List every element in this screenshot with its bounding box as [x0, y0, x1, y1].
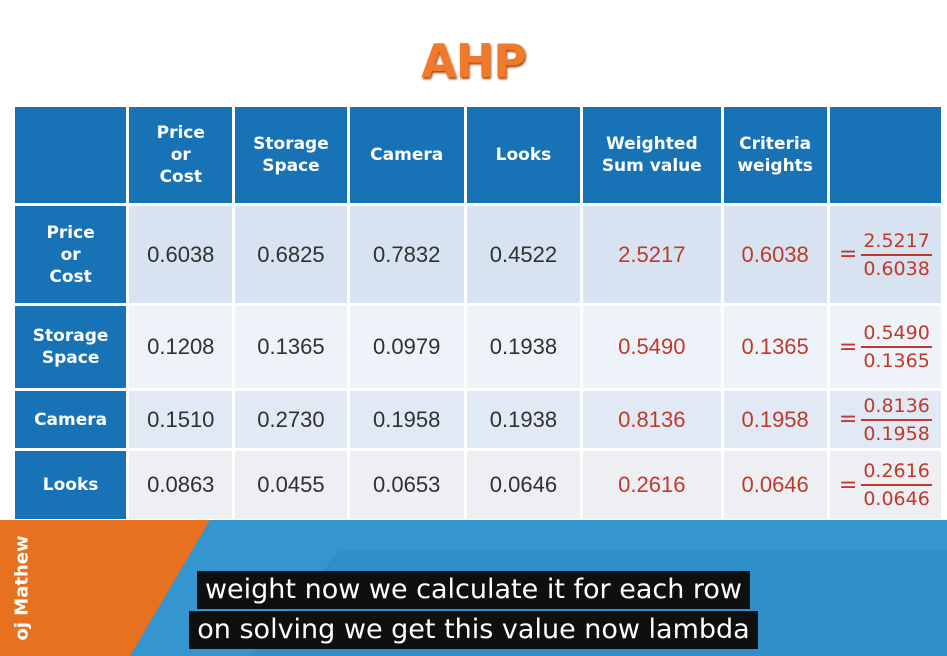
cell-price-storage: 0.6825 [235, 206, 347, 303]
table-header-row: Price or Cost Storage Space Camera Looks We… [15, 107, 941, 203]
ratio-price: = 2.5217 0.6038 [829, 206, 941, 303]
ratio-camera: = 0.8136 0.1958 [829, 391, 941, 448]
table-row-price: Price or Cost 0.6038 0.6825 0.7832 0.4522 2.521… [15, 206, 941, 303]
weighted-sum-camera: 0.8136 [583, 391, 721, 448]
equals-sign: = [838, 472, 858, 498]
cell-storage-storage: 0.1365 [235, 306, 347, 388]
cell-looks-camera: 0.0653 [349, 451, 464, 519]
weighted-sum-storage: 0.5490 [583, 306, 721, 388]
fraction-denominator: 0.0646 [863, 488, 930, 510]
table-row-camera: Camera 0.1510 0.2730 0.1958 0.1938 0.8136 0.19… [15, 391, 941, 448]
cell-looks-storage: 0.0455 [235, 451, 347, 519]
header-cell-empty [15, 107, 127, 203]
ahp-table: Price or Cost Storage Space Camera Looks We… [12, 104, 944, 522]
criteria-weight-camera: 0.1958 [723, 391, 827, 448]
cell-storage-looks: 0.1938 [466, 306, 581, 388]
header-storage: Storage Space [235, 107, 347, 203]
cell-price-looks: 0.4522 [466, 206, 581, 303]
header-weighted-sum: Weighted Sum value [583, 107, 721, 203]
cell-camera-price: 0.1510 [129, 391, 233, 448]
criteria-weight-storage: 0.1365 [723, 306, 827, 388]
fraction-numerator: 2.5217 [861, 230, 932, 256]
row-label-price: Price or Cost [15, 206, 127, 303]
header-criteria-weights: Criteria weights [723, 107, 827, 203]
ratio-looks: = 0.2616 0.0646 [829, 451, 941, 519]
table-row-storage: Storage Space 0.1208 0.1365 0.0979 0.1938 0.54… [15, 306, 941, 388]
cell-storage-price: 0.1208 [129, 306, 233, 388]
ratio-storage: = 0.5490 0.1365 [829, 306, 941, 388]
row-label-looks: Looks [15, 451, 127, 519]
cell-camera-looks: 0.1938 [466, 391, 581, 448]
fraction: = 2.5217 0.6038 [839, 230, 932, 280]
cell-price-camera: 0.7832 [349, 206, 464, 303]
caption-line-1: weight now we calculate it for each row [196, 571, 751, 609]
row-label-storage: Storage Space [15, 306, 127, 388]
header-price: Price or Cost [129, 107, 233, 203]
cell-camera-storage: 0.2730 [235, 391, 347, 448]
video-caption: weight now we calculate it for each row … [0, 571, 947, 651]
fraction: = 0.8136 0.1958 [839, 395, 932, 445]
slide-title: AHP [421, 34, 527, 88]
fraction: = 0.2616 0.0646 [839, 460, 932, 510]
table-row-looks: Looks 0.0863 0.0455 0.0653 0.0646 0.2616 0.064… [15, 451, 941, 519]
header-cell-ratio [829, 107, 941, 203]
caption-line-2: on solving we get this value now lambda [189, 611, 758, 649]
equals-sign: = [838, 334, 858, 360]
fraction-denominator: 0.1958 [863, 422, 930, 445]
criteria-weight-price: 0.6038 [723, 206, 827, 303]
equals-sign: = [838, 407, 858, 432]
cell-price-price: 0.6038 [129, 206, 233, 303]
fraction-numerator: 0.8136 [861, 395, 932, 421]
cell-looks-price: 0.0863 [129, 451, 233, 519]
weighted-sum-price: 2.5217 [583, 206, 721, 303]
fraction-denominator: 0.1365 [863, 350, 930, 372]
fraction-numerator: 0.2616 [861, 460, 932, 486]
header-camera: Camera [349, 107, 464, 203]
fraction-numerator: 0.5490 [861, 322, 932, 348]
cell-camera-camera: 0.1958 [349, 391, 464, 448]
header-looks: Looks [466, 107, 581, 203]
row-label-camera: Camera [15, 391, 127, 448]
fraction-denominator: 0.6038 [863, 257, 930, 280]
cell-storage-camera: 0.0979 [349, 306, 464, 388]
fraction: = 0.5490 0.1365 [839, 322, 932, 372]
weighted-sum-looks: 0.2616 [583, 451, 721, 519]
cell-looks-looks: 0.0646 [466, 451, 581, 519]
criteria-weight-looks: 0.0646 [723, 451, 827, 519]
equals-sign: = [838, 242, 858, 267]
